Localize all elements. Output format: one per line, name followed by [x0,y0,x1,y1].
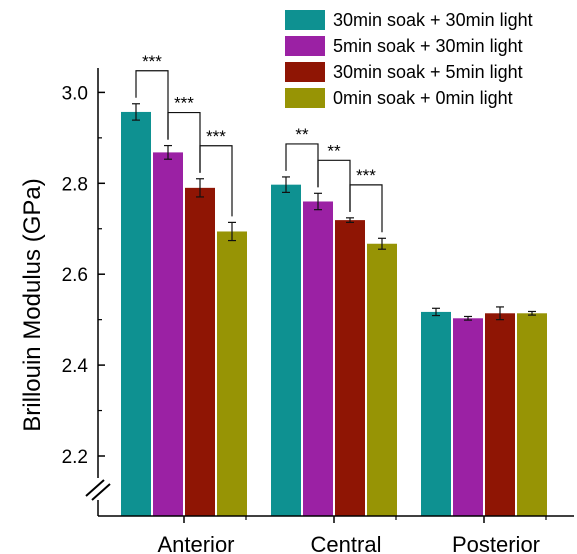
y-tick-label-2.2: 2.2 [62,447,88,468]
bars-group [121,111,547,517]
bar-anterior-series-1 [121,111,151,517]
legend-label-1: 30min soak + 30min light [333,10,533,30]
error-bar-anterior-series-3 [196,178,204,198]
legend-swatch-3 [285,62,325,82]
significance-label-2: *** [174,94,194,113]
y-tick-label-2.6: 2.6 [62,265,88,286]
legend-label-4: 0min soak + 0min light [333,88,513,108]
error-bar-central-series-1 [282,176,290,193]
legend-label-3: 30min soak + 5min light [333,62,523,82]
significance-bracket-4 [285,143,319,188]
y-tick-label-2.4: 2.4 [62,356,89,377]
significance-bracket-6 [349,184,383,233]
bar-central-series-2 [303,201,333,517]
bar-posterior-series-1 [421,311,451,516]
significance-label-4: ** [295,125,309,144]
y-tick-label-3.0: 3.0 [62,83,88,104]
bar-central-series-4 [367,243,397,516]
significance-group: ********* ******* [135,52,383,233]
bar-posterior-series-4 [517,313,547,516]
bar-posterior-series-2 [453,318,483,516]
error-bar-posterior-series-1 [432,307,440,317]
bar-posterior-series-3 [485,313,515,516]
axis-break-marks [85,479,111,501]
bar-central-series-3 [335,220,365,516]
error-bar-anterior-series-1 [132,103,140,121]
error-bar-anterior-series-4 [228,221,236,242]
legend-swatch-2 [285,36,325,56]
legend: 30min soak + 30min light 5min soak + 30mi… [285,10,533,108]
x-tick-label-central: Central [311,532,382,554]
error-bar-posterior-series-4 [528,310,536,316]
significance-bracket-1 [135,70,169,140]
legend-swatch-4 [285,88,325,108]
error-bar-posterior-series-3 [496,306,504,321]
x-tick-label-posterior: Posterior [452,532,540,554]
error-bars-group [132,103,536,321]
bar-anterior-series-2 [153,152,183,517]
legend-swatch-1 [285,10,325,30]
bar-anterior-series-4 [217,231,247,517]
significance-label-1: *** [142,52,162,71]
significance-bracket-3 [199,145,233,217]
error-bar-central-series-4 [378,237,386,250]
bar-central-series-1 [271,184,301,516]
axes-group: 2.2 2.4 2.6 2.8 3.0 Anterior Central Posterior [62,68,574,554]
y-axis-label: Brillouin Modulus (GPa) [19,178,46,431]
bar-anterior-series-3 [185,187,215,516]
error-bar-anterior-series-2 [164,144,172,160]
x-tick-label-anterior: Anterior [157,532,234,554]
significance-label-3: *** [206,127,226,146]
error-bar-central-series-2 [314,192,322,211]
legend-label-2: 5min soak + 30min light [333,36,523,56]
significance-label-6: *** [356,166,376,185]
error-bar-central-series-3 [346,217,354,223]
significance-bracket-2 [167,111,201,173]
error-bar-posterior-series-2 [464,315,472,321]
y-tick-label-2.8: 2.8 [62,174,88,195]
significance-label-5: ** [327,141,341,160]
